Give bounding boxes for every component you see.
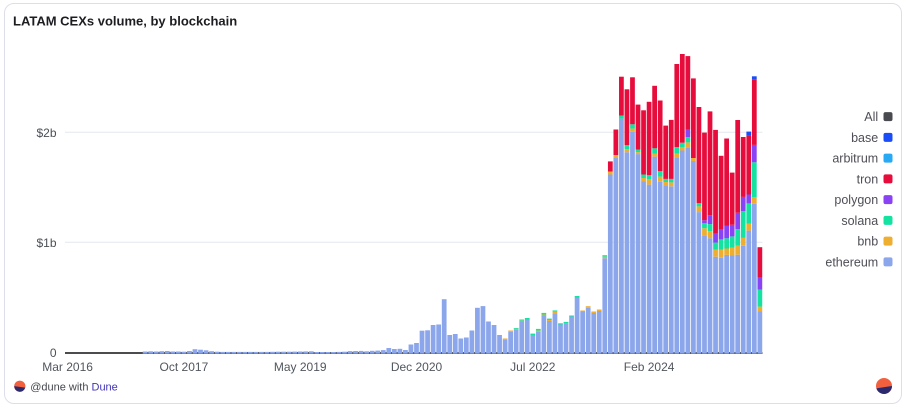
svg-text:ethereum: ethereum <box>825 255 878 269</box>
svg-text:polygon: polygon <box>834 193 878 207</box>
svg-text:Dec 2020: Dec 2020 <box>391 360 443 374</box>
svg-text:Mar 2016: Mar 2016 <box>42 360 93 374</box>
svg-text:Oct 2017: Oct 2017 <box>160 360 209 374</box>
svg-text:solana: solana <box>841 214 878 228</box>
svg-text:LATAM CEXs volume, by blockcha: LATAM CEXs volume, by blockchain <box>13 13 237 28</box>
svg-text:Feb 2024: Feb 2024 <box>624 360 675 374</box>
svg-text:$1b: $1b <box>36 236 56 250</box>
svg-text:May 2019: May 2019 <box>274 360 327 374</box>
svg-text:bnb: bnb <box>857 235 878 249</box>
svg-text:arbitrum: arbitrum <box>832 152 878 166</box>
svg-text:tron: tron <box>857 172 879 186</box>
svg-text:All: All <box>864 110 878 124</box>
svg-text:0: 0 <box>50 346 57 360</box>
svg-text:base: base <box>851 131 878 145</box>
svg-text:@dune with Dune: @dune with Dune <box>30 382 118 394</box>
svg-text:Jul 2022: Jul 2022 <box>510 360 556 374</box>
svg-text:$2b: $2b <box>36 126 56 140</box>
